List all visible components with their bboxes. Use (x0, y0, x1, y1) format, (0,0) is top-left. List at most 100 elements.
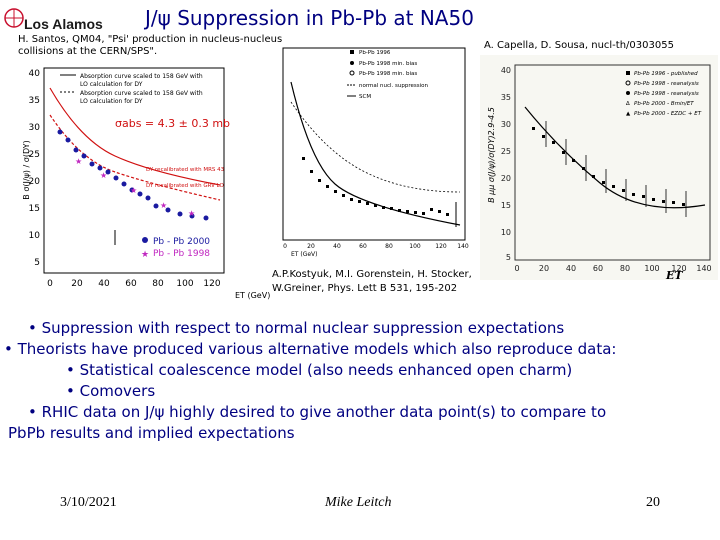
x-tick-label: 120 (435, 243, 447, 250)
x-tick-label: 100 (176, 279, 193, 289)
x-tick-label: 20 (307, 243, 315, 250)
x-tick-labels: 0 20 40 60 80 100 120 (47, 279, 221, 289)
svg-text:★: ★ (188, 209, 195, 218)
y-tick-label: 35 (501, 93, 511, 102)
y-axis-label: B σ(J/ψ) / σ(DY) (22, 140, 31, 199)
x-tick-label: 20 (539, 264, 549, 273)
sigma-label: σabs = 4.3 ± 0.3 mb (115, 117, 230, 130)
data-points-1998: ★ ★ ★ ★ ★ (75, 157, 195, 218)
x-axis-label: ET (665, 269, 683, 280)
reference-capella: A. Capella, D. Sousa, nucl-th/0303055 (484, 40, 674, 51)
legend-entry: Pb-Pb 1998 min. bias (359, 71, 417, 77)
y-tick-label: 25 (501, 147, 511, 156)
y-tick-label: 5 (34, 258, 40, 268)
curve-label-mrs: DY recalibrated with MRS 43 (146, 167, 225, 173)
y-tick-label: 30 (501, 120, 511, 129)
bullet-item: • Theorists have produced various altern… (4, 340, 617, 358)
data-points (532, 127, 685, 206)
plot-na50-ratio: 40 35 30 25 20 15 10 5 0 20 40 60 80 100… (20, 60, 275, 300)
legend-entry: Absorption curve scaled to 158 GeV with (80, 73, 203, 80)
error-bars (545, 121, 687, 217)
logo-text: Los Alamos (24, 16, 103, 32)
comovers-curve (524, 106, 706, 209)
y-tick-label: 15 (29, 204, 40, 214)
y-tick-label: 5 (506, 253, 511, 262)
los-alamos-logo: Los Alamos (4, 6, 103, 32)
x-tick-label: 20 (71, 279, 83, 289)
y-tick-label: 35 (29, 96, 40, 106)
data-points-2000 (57, 129, 209, 221)
plot-scm-model: Pb-Pb 1996 Pb-Pb 1998 min. bias Pb-Pb 19… (255, 42, 475, 262)
normal-suppression-curve (290, 101, 461, 193)
legend-entry: Pb-Pb 1998 min. bias (359, 61, 417, 67)
x-tick-label: 0 (47, 279, 53, 289)
footer-author: Mike Leitch (325, 495, 392, 510)
page-title: J/ψ Suppression in Pb-Pb at NA50 (145, 6, 474, 30)
reference-kostyuk: A.P.Kostyuk, M.I. Gorenstein, H. Stocker… (272, 269, 472, 294)
svg-text:★: ★ (100, 171, 107, 180)
x-tick-label: 60 (593, 264, 603, 273)
legend-entry: LO calculation for DY (80, 81, 143, 88)
svg-text:▲: ▲ (626, 111, 631, 117)
y-axis-label: B μμ σ(J/ψ)/σ(DY)2.9-4.5 (487, 107, 496, 203)
x-tick-label: 120 (203, 279, 220, 289)
y-tick-labels: 40 35 30 25 20 15 10 5 (501, 66, 511, 262)
reference-santos: H. Santos, QM04, "Psi' production in nuc… (18, 34, 283, 57)
legend-entry: LO calculation for DY (80, 98, 143, 105)
series-label: Pb - Pb 2000 (153, 237, 210, 247)
x-tick-labels: 0 20 40 60 80 100 120 140 (514, 264, 711, 273)
x-tick-label: 80 (152, 279, 164, 289)
plot-legend: Pb-Pb 1996 Pb-Pb 1998 min. bias Pb-Pb 19… (347, 50, 429, 100)
x-tick-label: 100 (409, 243, 421, 250)
y-tick-label: 40 (29, 69, 41, 79)
x-tick-label: 140 (696, 264, 711, 273)
bullet-item: • Suppression with respect to normal nuc… (28, 319, 565, 337)
legend-entry: Absorption curve scaled to 158 GeV with (80, 90, 203, 97)
plot-legend: Absorption curve scaled to 158 GeV with … (80, 73, 203, 105)
x-tick-label: 40 (333, 243, 341, 250)
sub-bullet-item: • Statistical coalescence model (also ne… (66, 361, 573, 379)
legend-entry: Pb-Pb 1998 - reanalysis (634, 81, 699, 87)
footer-date: 3/10/2021 (60, 495, 117, 510)
absorption-curve-mrs (49, 87, 221, 186)
y-tick-label: 20 (501, 174, 511, 183)
legend-entry: Pb-Pb 1998 - reanalysis (634, 91, 699, 97)
x-tick-label: 40 (566, 264, 576, 273)
y-tick-label: 40 (501, 66, 511, 75)
svg-text:★: ★ (130, 186, 137, 195)
x-tick-label: 60 (125, 279, 137, 289)
y-tick-label: 30 (29, 123, 41, 133)
x-tick-label: 140 (457, 243, 469, 250)
data-points (302, 157, 449, 216)
y-tick-label: 10 (29, 231, 41, 241)
x-tick-label: 60 (359, 243, 367, 250)
y-tick-label: 10 (501, 228, 511, 237)
legend-entry: Pb-Pb 1996 - published (634, 71, 698, 77)
legend-entry: SCM (359, 94, 371, 100)
bullet-continuation: PbPb results and implied expectations (8, 424, 295, 442)
legend-entry: Pb-Pb 2000 - EZDC + ET (634, 111, 702, 117)
x-tick-label: 0 (283, 243, 287, 250)
bullet-item: • RHIC data on J/ψ highly desired to giv… (28, 403, 607, 421)
x-tick-labels: 0 20 40 60 80 100 120 140 (283, 243, 469, 250)
svg-text:∆: ∆ (625, 101, 630, 107)
y-tick-label: 25 (29, 150, 40, 160)
page-number: 20 (646, 495, 660, 510)
scm-curve (290, 81, 461, 226)
y-tick-labels: 40 35 30 25 20 15 10 5 (29, 69, 41, 268)
legend-entry: normal nucl. suppression (359, 83, 429, 89)
svg-text:★: ★ (75, 157, 82, 166)
series-legend: Pb - Pb 2000 ★ Pb - Pb 1998 (141, 237, 210, 260)
x-tick-label: 120 (671, 264, 686, 273)
curve-label-grv: DY recalibrated with GRV LO (146, 183, 224, 189)
x-axis-label: ET (GeV) (235, 291, 270, 300)
logo-mark-icon (4, 8, 24, 28)
x-tick-label: 100 (644, 264, 659, 273)
x-tick-label: 80 (620, 264, 630, 273)
y-tick-label: 15 (501, 201, 511, 210)
y-tick-label: 20 (29, 177, 41, 187)
legend-entry: Pb-Pb 2000 - Bmin/ET (634, 101, 694, 107)
legend-entry: Pb-Pb 1996 (359, 50, 391, 56)
bullet-list: • Suppression with respect to normal nuc… (4, 318, 718, 444)
sub-bullet-item: • Comovers (66, 382, 156, 400)
